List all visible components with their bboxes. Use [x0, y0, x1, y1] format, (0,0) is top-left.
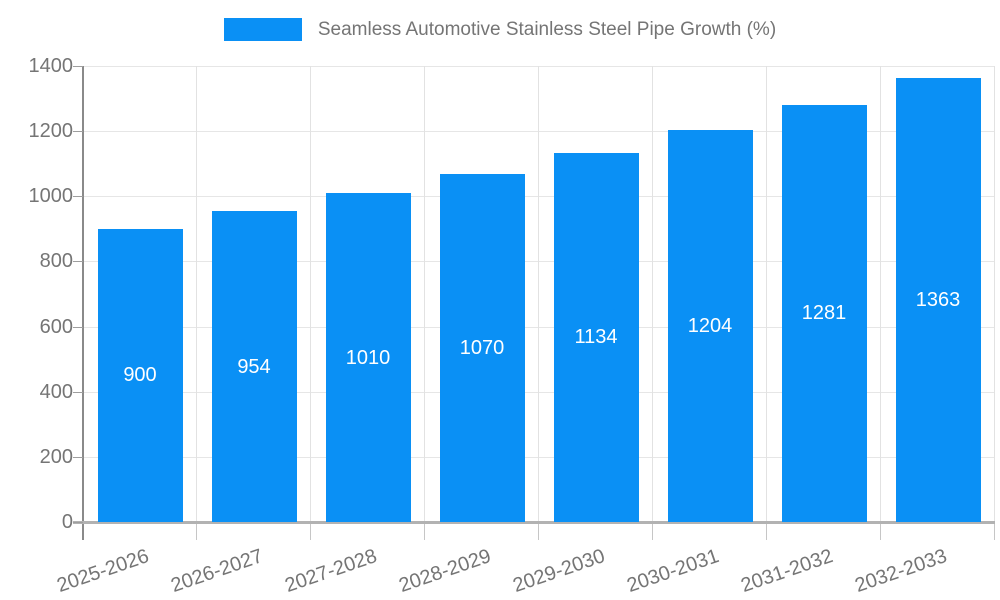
- x-axis-line: [73, 521, 995, 524]
- y-axis-tick: [73, 456, 83, 458]
- bar-2025-2026[interactable]: 900: [97, 228, 183, 522]
- legend[interactable]: Seamless Automotive Stainless Steel Pipe…: [0, 18, 1000, 41]
- bar-2028-2029[interactable]: 1070: [439, 173, 525, 522]
- bar-value-label: 1134: [574, 326, 618, 349]
- gridline-vertical: [196, 66, 197, 522]
- plot-area: 0 200 400 600 800 1000 1200 1400 900 954 1010 1070 1…: [29, 55, 995, 597]
- y-axis-tick: [73, 261, 83, 263]
- y-axis-tick-label: 200: [39, 445, 73, 468]
- legend-swatch: [223, 18, 302, 41]
- y-axis-tick-label: 1200: [28, 120, 74, 143]
- y-axis-tick: [73, 131, 83, 133]
- bar-value-label: 1281: [801, 302, 847, 325]
- x-axis-tick: [196, 522, 197, 540]
- x-axis-tick: [424, 522, 425, 540]
- gridline-vertical: [652, 66, 653, 522]
- x-axis-tick-label: 2031-2032: [738, 545, 837, 597]
- legend-label: Seamless Automotive Stainless Steel Pipe…: [317, 18, 777, 40]
- gridline-horizontal: [83, 66, 995, 67]
- gridline-vertical: [880, 66, 881, 522]
- bar-2031-2032[interactable]: 1281: [781, 104, 867, 522]
- gridline-horizontal: [83, 196, 995, 198]
- y-axis-tick-label: 800: [39, 250, 73, 273]
- bar-2029-2030[interactable]: 1134: [553, 152, 639, 522]
- gridline-horizontal: [83, 326, 995, 328]
- bar-value-label: 1010: [345, 346, 391, 369]
- bar-value-label: 1363: [915, 289, 961, 312]
- x-axis-tick-label: 2032-2033: [852, 545, 951, 597]
- x-axis-tick: [310, 522, 311, 540]
- gridline-horizontal: [83, 261, 995, 263]
- gridline-horizontal: [83, 456, 995, 458]
- y-axis-tick: [73, 391, 83, 393]
- x-axis-tick: [652, 522, 653, 540]
- x-axis-tick-label: 2027-2028: [282, 545, 381, 597]
- bar-value-label: 954: [237, 355, 271, 378]
- bar-value-label: 1204: [687, 314, 733, 337]
- y-axis-tick: [73, 66, 83, 67]
- bar-2030-2031[interactable]: 1204: [667, 129, 753, 522]
- x-axis-tick-label: 2029-2030: [510, 545, 609, 597]
- x-axis-tick: [538, 522, 539, 540]
- x-axis-tick-label: 2025-2026: [54, 545, 153, 597]
- x-axis-tick: [994, 522, 995, 540]
- x-axis-tick-label: 2030-2031: [624, 545, 723, 597]
- bar-2032-2033[interactable]: 1363: [895, 78, 981, 522]
- gridline-vertical: [766, 66, 767, 522]
- gridline-vertical: [424, 66, 425, 522]
- y-axis-tick: [73, 326, 83, 328]
- x-axis-tick: [880, 522, 881, 540]
- y-axis-tick-label: 400: [39, 380, 73, 403]
- x-axis-tick: [766, 522, 767, 540]
- gridline-horizontal: [83, 391, 995, 393]
- x-axis-tick-label: 2028-2029: [396, 545, 495, 597]
- y-axis-tick: [73, 196, 83, 198]
- gridline-vertical: [994, 66, 995, 522]
- y-axis-line: [82, 66, 84, 540]
- bar-value-label: 1070: [459, 336, 505, 359]
- gridline-horizontal: [83, 131, 995, 133]
- x-axis-tick-label: 2026-2027: [168, 545, 267, 597]
- y-axis-tick-label: 600: [39, 315, 73, 338]
- gridline-vertical: [538, 66, 539, 522]
- y-axis-tick-label: 0: [61, 511, 73, 533]
- y-axis-tick-label: 1400: [28, 55, 74, 77]
- y-axis-tick-label: 1000: [28, 185, 74, 208]
- bar-2027-2028[interactable]: 1010: [325, 193, 411, 522]
- bar-value-label: 900: [123, 364, 157, 387]
- bar-2026-2027[interactable]: 954: [211, 211, 297, 522]
- y-axis-tick: [73, 522, 83, 523]
- gridline-vertical: [310, 66, 311, 522]
